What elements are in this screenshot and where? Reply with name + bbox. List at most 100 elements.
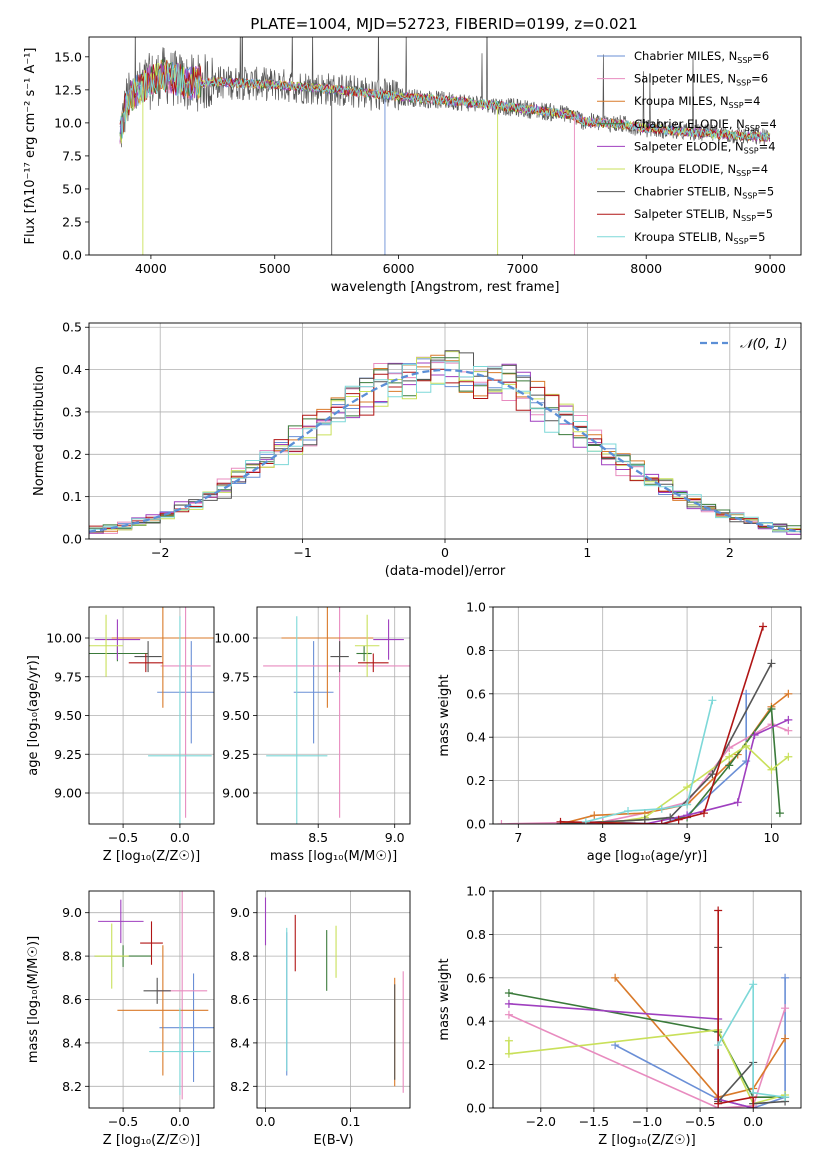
weight-series-line [560, 626, 764, 824]
weight-marker [759, 622, 768, 631]
legend-rest: =4 [744, 94, 761, 108]
weight-series-line [560, 663, 773, 824]
y-tick-label: 0.8 [466, 927, 486, 942]
y-tick-label: 9.50 [222, 708, 250, 723]
legend-subscript: SSP [741, 214, 756, 223]
y-tick-label: 0.4 [62, 362, 82, 377]
plot-frame [256, 890, 411, 1109]
weight-marker [750, 731, 759, 740]
x-tick-label: −2.0 [526, 1114, 556, 1129]
y-tick-label: 0.5 [62, 320, 82, 335]
x-axis-label: (data-model)/error [385, 564, 506, 579]
legend-label: Kroupa MILES, NSSP=4 [634, 94, 760, 110]
x-tick-label: 6000 [383, 261, 415, 276]
y-tick-label: 10.00 [214, 631, 250, 646]
weight-marker [749, 1088, 758, 1097]
weight-marker [624, 806, 633, 815]
plot-area [263, 607, 410, 824]
weight-vs-age-panel: 7 8 9 10 0.0 0.2 0.4 0.6 0.8 1.0 age [log₁₀(age/yr… [437, 600, 802, 864]
y-tick-label: 0.4 [466, 1014, 486, 1029]
y-tick-label: 15.0 [54, 49, 82, 64]
legend-subscript: SSP [737, 56, 752, 65]
spectrum-series-line [119, 60, 771, 142]
weight-vs-metallicity-panel: −2.0 −1.5 −1.0 −0.5 0.0 0.0 0.2 0.4 0.6 0.8 1.0 Z [… [437, 884, 802, 1148]
weight-series-line [717, 947, 786, 1105]
legend-label: Kroupa STELIB, NSSP=5 [634, 230, 765, 246]
weight-marker [775, 809, 784, 818]
weight-marker [742, 741, 751, 750]
weight-marker [781, 1093, 790, 1102]
weight-series-line [560, 693, 789, 824]
legend-subscript: SSP [736, 169, 751, 178]
y-tick-label: 10.00 [46, 631, 82, 646]
y-tick-label: 8.2 [230, 1079, 250, 1094]
x-axis-label: Z [log₁₀(Z/Z☉)] [103, 1133, 200, 1148]
legend-rest: =6 [752, 49, 769, 63]
y-axis-label: age [log₁₀(age/yr)] [26, 655, 41, 776]
y-tick-label: 9.0 [230, 905, 250, 920]
weight-marker [784, 752, 793, 761]
y-axis-label: mass [log₁₀(M/M☉)] [26, 936, 41, 1063]
y-tick-label: 0.6 [466, 970, 486, 985]
y-tick-label: 0.2 [466, 1057, 486, 1072]
y-tick-label: 0.6 [466, 686, 486, 701]
weight-marker [590, 811, 599, 820]
spectrum-panel: 4000 5000 6000 7000 8000 9000 0.0 2.5 5.0 7.5 10.0… [23, 36, 802, 295]
y-axis-label: mass weight [437, 958, 452, 1040]
legend-subscript: SSP [742, 192, 757, 201]
x-axis-label: wavelength [Angstrom, rest frame] [331, 280, 560, 295]
y-tick-label: 0.1 [62, 489, 82, 504]
weight-series-line [717, 910, 754, 1108]
x-tick-label: 7 [514, 830, 522, 845]
weight-marker [725, 752, 734, 761]
x-tick-label: 10 [764, 830, 780, 845]
weight-series-line [560, 693, 747, 824]
x-tick-label: 0.1 [341, 1114, 361, 1129]
weight-marker [657, 804, 666, 813]
residuals-panel: −2 −1 0 1 2 0.0 0.1 0.2 0.3 0.4 0.5 (data-model)/er… [32, 320, 802, 579]
weight-marker [497, 820, 506, 824]
age-vs-mass-panel: 8.5 9.0 9.00 9.25 9.50 9.75 10.00 mass [log₁₀(M… [214, 606, 411, 864]
weight-marker [767, 765, 776, 774]
weight-marker [581, 817, 590, 824]
y-tick-label: 9.25 [222, 747, 250, 762]
y-tick-label: 0.2 [466, 773, 486, 788]
y-tick-label: 0.3 [62, 404, 82, 419]
y-axis-label: Normed distribution [32, 366, 47, 496]
y-axis-label: Flux [fλ10⁻¹⁷ erg cm⁻² s⁻¹ A⁻¹] [23, 48, 38, 245]
x-tick-label: −0.5 [108, 1114, 138, 1129]
legend-label: Chabrier MILES, NSSP=6 [634, 49, 769, 65]
plot-frame [492, 606, 802, 825]
weight-series-line [508, 992, 786, 1098]
legend-label: Salpeter STELIB, NSSP=5 [634, 207, 773, 223]
legend-rest: =4 [760, 117, 777, 131]
x-tick-label: −2 [151, 545, 169, 560]
weight-marker [784, 715, 793, 724]
plot-area [119, 37, 771, 255]
plot-frame [88, 606, 215, 825]
weight-marker [708, 696, 717, 705]
y-tick-label: 9.00 [222, 786, 250, 801]
weight-marker [784, 726, 793, 735]
y-tick-label: 0.8 [466, 643, 486, 658]
weight-marker [556, 817, 565, 824]
weight-marker [781, 1004, 790, 1013]
weight-series-line [614, 977, 786, 1099]
y-tick-label: 0.0 [466, 1101, 486, 1116]
y-tick-label: 8.8 [62, 949, 82, 964]
weight-marker [611, 973, 620, 982]
plot-frame [88, 322, 802, 540]
weight-marker [666, 813, 675, 822]
x-tick-label: 9 [683, 830, 691, 845]
plot-area [264, 897, 404, 1093]
weight-series-line [602, 744, 789, 824]
x-tick-label: 0.0 [170, 830, 190, 845]
x-tick-label: 0.0 [256, 1114, 276, 1129]
x-tick-label: 0 [441, 545, 449, 560]
plot-area [89, 350, 801, 537]
spectrum-series-line [119, 62, 771, 141]
legend-rest: =5 [757, 185, 774, 199]
weight-marker [767, 704, 776, 713]
y-tick-label: 8.4 [62, 1035, 82, 1050]
